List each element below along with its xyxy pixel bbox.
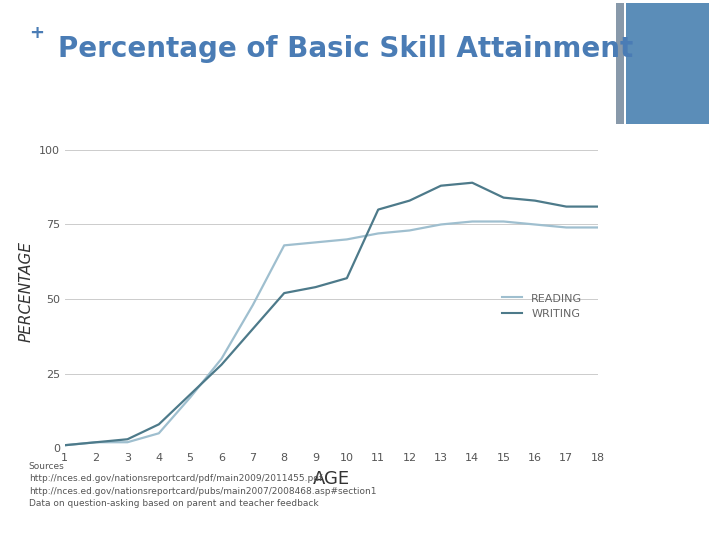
Text: Sources
http://nces.ed.gov/nationsreportcard/pdf/main2009/2011455.pdf
http://nce: Sources http://nces.ed.gov/nationsreport… <box>29 462 377 508</box>
Text: Percentage of Basic Skill Attainment: Percentage of Basic Skill Attainment <box>58 35 633 63</box>
X-axis label: AGE: AGE <box>312 470 350 488</box>
Legend: READING, WRITING: READING, WRITING <box>498 289 587 323</box>
Y-axis label: PERCENTAGE: PERCENTAGE <box>19 241 33 342</box>
Text: +: + <box>29 24 44 42</box>
